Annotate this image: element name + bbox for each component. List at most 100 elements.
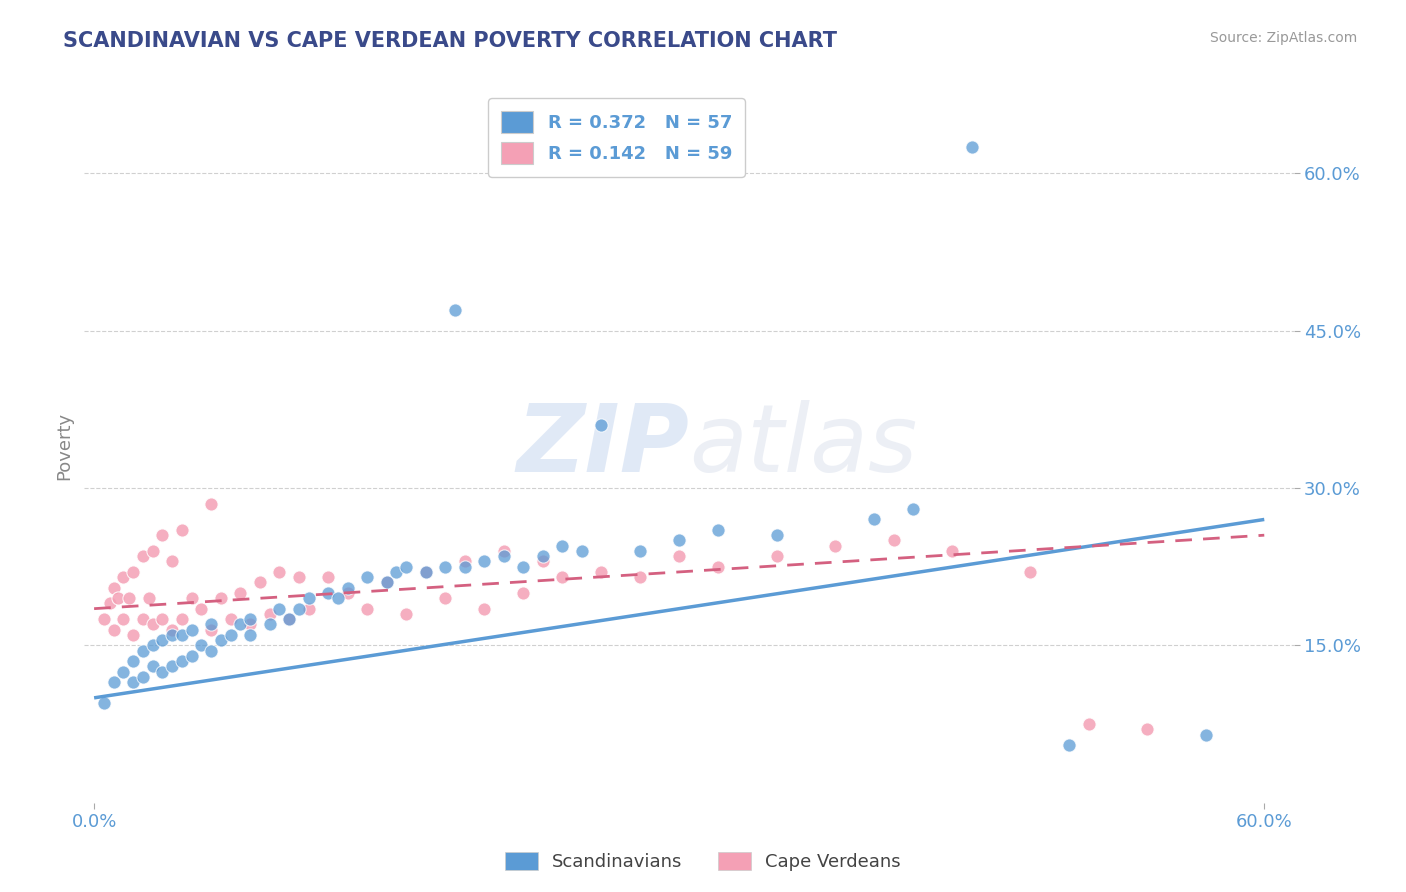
Point <box>278 612 301 626</box>
Point <box>903 502 925 516</box>
Point <box>112 570 135 584</box>
Point <box>434 591 457 606</box>
Point <box>765 549 787 564</box>
Point <box>512 559 534 574</box>
Point <box>668 549 690 564</box>
Point <box>415 565 437 579</box>
Point <box>824 539 846 553</box>
Point <box>472 554 495 568</box>
Point <box>336 581 359 595</box>
Point <box>180 623 202 637</box>
Point <box>288 570 311 584</box>
Point <box>375 575 398 590</box>
Point <box>278 612 301 626</box>
Point <box>492 544 515 558</box>
Point <box>160 623 183 637</box>
Legend: R = 0.372   N = 57, R = 0.142   N = 59: R = 0.372 N = 57, R = 0.142 N = 59 <box>488 98 745 177</box>
Point <box>571 544 593 558</box>
Point <box>219 628 242 642</box>
Text: atlas: atlas <box>689 401 917 491</box>
Point <box>239 628 262 642</box>
Point <box>1057 738 1080 752</box>
Point <box>628 544 651 558</box>
Point <box>316 586 339 600</box>
Point <box>434 559 457 574</box>
Point <box>219 612 242 626</box>
Point <box>229 617 252 632</box>
Point <box>863 512 886 526</box>
Point <box>453 554 475 568</box>
Point <box>375 575 398 590</box>
Point <box>591 565 613 579</box>
Point <box>316 570 339 584</box>
Point <box>707 523 730 537</box>
Point <box>298 591 321 606</box>
Point <box>122 565 145 579</box>
Point <box>668 533 690 548</box>
Point <box>472 601 495 615</box>
Point <box>453 559 475 574</box>
Point <box>142 639 165 653</box>
Point <box>336 586 359 600</box>
Point <box>190 639 212 653</box>
Point <box>1019 565 1042 579</box>
Point <box>883 533 905 548</box>
Text: SCANDINAVIAN VS CAPE VERDEAN POVERTY CORRELATION CHART: SCANDINAVIAN VS CAPE VERDEAN POVERTY COR… <box>63 31 837 51</box>
Point <box>960 140 983 154</box>
Point <box>707 559 730 574</box>
Point <box>941 544 963 558</box>
Point <box>531 554 554 568</box>
Point <box>112 612 135 626</box>
Point <box>103 623 125 637</box>
Point <box>160 554 183 568</box>
Point <box>112 665 135 679</box>
Point <box>132 549 155 564</box>
Point <box>395 607 418 621</box>
Point <box>628 570 651 584</box>
Point <box>118 591 141 606</box>
Point <box>160 659 183 673</box>
Point <box>122 675 145 690</box>
Text: Source: ZipAtlas.com: Source: ZipAtlas.com <box>1209 31 1357 45</box>
Point <box>200 497 222 511</box>
Point <box>93 696 115 710</box>
Point <box>200 617 222 632</box>
Point <box>142 544 165 558</box>
Point <box>180 648 202 663</box>
Point <box>765 528 787 542</box>
Point <box>107 591 129 606</box>
Point <box>103 581 125 595</box>
Point <box>190 601 212 615</box>
Point <box>209 591 232 606</box>
Point <box>200 643 222 657</box>
Point <box>1077 717 1099 731</box>
Point <box>170 523 193 537</box>
Point <box>249 575 271 590</box>
Point <box>142 659 165 673</box>
Point <box>103 675 125 690</box>
Point <box>239 612 262 626</box>
Point <box>269 565 291 579</box>
Point <box>132 612 155 626</box>
Point <box>180 591 202 606</box>
Point <box>415 565 437 579</box>
Point <box>209 633 232 648</box>
Point <box>142 617 165 632</box>
Point <box>170 628 193 642</box>
Point <box>288 601 311 615</box>
Point <box>150 633 173 648</box>
Point <box>150 665 173 679</box>
Legend: Scandinavians, Cape Verdeans: Scandinavians, Cape Verdeans <box>498 845 908 879</box>
Point <box>132 643 155 657</box>
Text: ZIP: ZIP <box>516 400 689 492</box>
Point <box>170 612 193 626</box>
Point <box>269 601 291 615</box>
Point <box>98 596 121 610</box>
Point <box>122 628 145 642</box>
Point <box>551 539 574 553</box>
Point <box>93 612 115 626</box>
Point <box>138 591 160 606</box>
Point <box>356 601 378 615</box>
Point <box>356 570 378 584</box>
Point <box>1195 728 1218 742</box>
